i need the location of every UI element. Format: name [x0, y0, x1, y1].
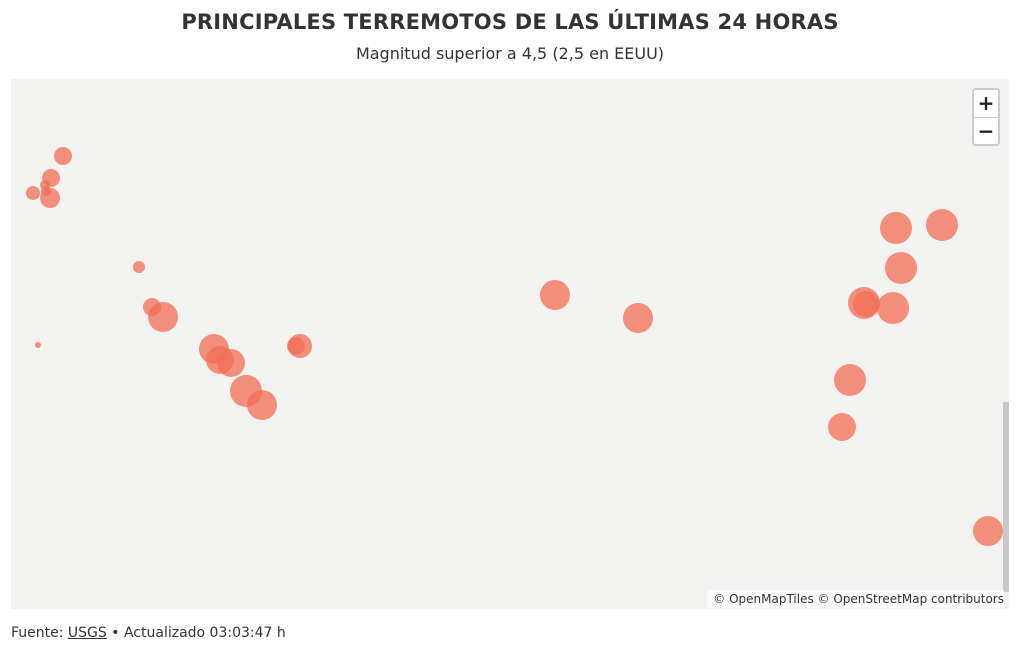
earthquake-marker[interactable] [247, 390, 277, 420]
map-area[interactable]: + − © OpenMapTiles © OpenStreetMap contr… [11, 79, 1009, 609]
earthquake-marker[interactable] [623, 303, 653, 333]
earthquake-marker[interactable] [540, 280, 570, 310]
source-link[interactable]: USGS [67, 625, 107, 641]
earthquake-marker[interactable] [828, 413, 856, 441]
earthquake-marker[interactable] [133, 261, 145, 273]
zoom-out-button[interactable]: − [977, 119, 995, 143]
chart-title: PRINCIPALES TERREMOTOS DE LAS ÚLTIMAS 24… [181, 10, 839, 34]
earthquake-layer [26, 147, 1003, 546]
earthquake-marker[interactable] [217, 349, 245, 377]
earthquake-marker[interactable] [973, 516, 1003, 546]
earthquake-marker[interactable] [288, 334, 312, 358]
earthquake-marker[interactable] [877, 292, 909, 324]
earthquake-marker[interactable] [35, 342, 41, 348]
footer-separator: • [111, 625, 120, 641]
earthquake-marker[interactable] [885, 252, 917, 284]
earthquake-marker[interactable] [40, 188, 60, 208]
zoom-control: + − [972, 88, 1000, 146]
earthquake-marker[interactable] [148, 302, 178, 332]
earthquake-marker[interactable] [834, 364, 866, 396]
chart-subtitle: Magnitud superior a 4,5 (2,5 en EEUU) [355, 44, 665, 63]
earthquake-marker[interactable] [54, 147, 72, 165]
source-label: Fuente: [11, 625, 64, 641]
map-attribution: © OpenMapTiles © OpenStreetMap contribut… [707, 590, 1004, 608]
map-scrollbar[interactable] [1003, 402, 1009, 592]
updated-text: Actualizado 03:03:47 h [123, 625, 286, 641]
earthquake-marker[interactable] [926, 209, 958, 241]
earthquake-marker[interactable] [26, 186, 40, 200]
earthquake-marker[interactable] [853, 291, 879, 317]
footer: Fuente: USGS • Actualizado 03:03:47 h [11, 625, 286, 641]
earthquake-marker[interactable] [880, 212, 912, 244]
zoom-in-button[interactable]: + [974, 90, 998, 118]
